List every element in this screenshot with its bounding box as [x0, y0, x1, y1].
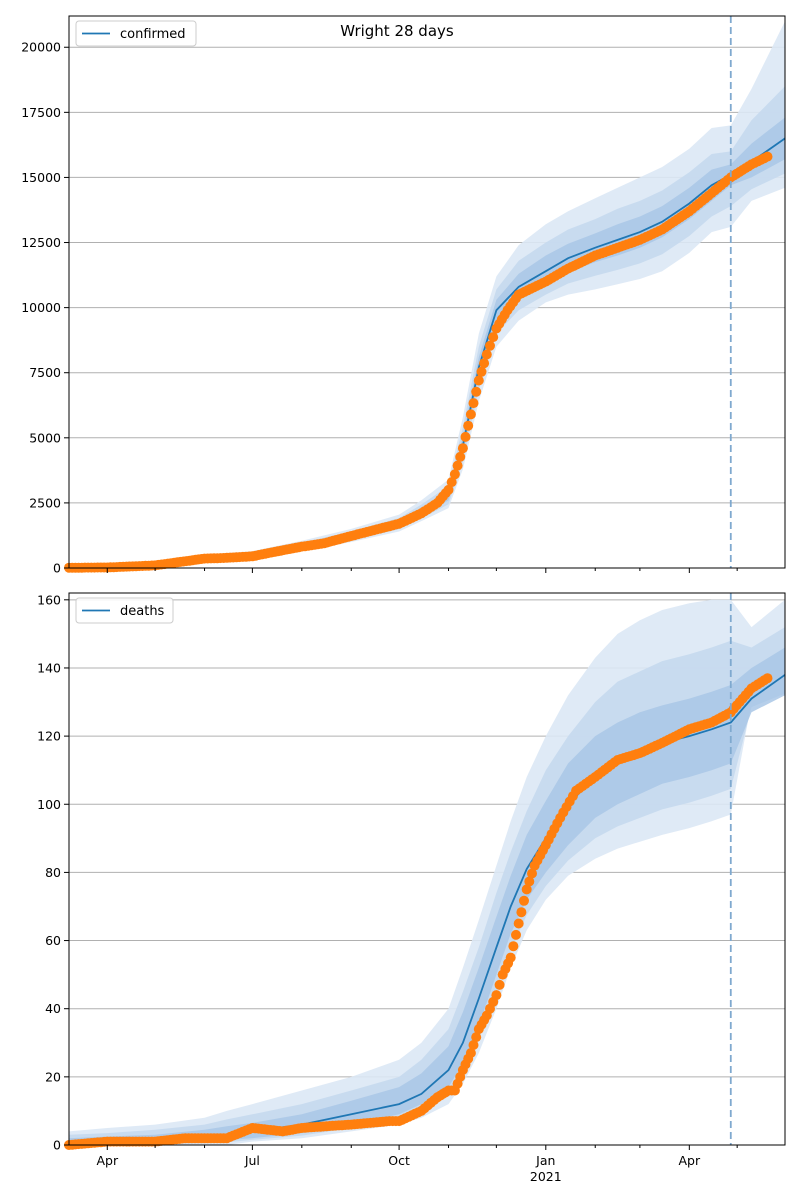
confirmed-observed-point-131	[471, 386, 482, 397]
confirmed-ytick-label-8: 20000	[21, 40, 61, 55]
deaths-band-inner	[69, 647, 785, 1145]
confirmed-ytick-label-0: 0	[53, 561, 61, 576]
confirmed-observed-point-123	[449, 469, 460, 480]
confirmed-ytick-label-6: 15000	[21, 170, 61, 185]
confirmed-axes-frame	[68, 15, 786, 569]
deaths-legend: deaths	[75, 597, 174, 624]
confirmed-observed-point-127	[460, 431, 471, 442]
deaths-ytick-label-5: 100	[37, 797, 61, 812]
deaths-observed-point-227	[762, 673, 773, 684]
confirmed-ytick-label-2: 5000	[29, 430, 61, 445]
deaths-observed-point-138	[491, 990, 502, 1001]
confirmed-observed-point-128	[463, 420, 474, 431]
confirmed-observed-point-124	[452, 460, 463, 471]
deaths-observed-point-129	[465, 1048, 476, 1058]
confirmed-observed-point-135	[481, 349, 492, 360]
deaths-legend-box	[75, 597, 174, 624]
confirmed-observed-point-136	[485, 340, 495, 351]
deaths-ytick-label-8: 160	[37, 592, 61, 607]
confirmed-gridlines	[69, 46, 785, 569]
deaths-observed-point-131	[471, 1032, 482, 1043]
deaths-y-axis: 0 20 40 60 80 100 120 140 160	[37, 592, 69, 1153]
deaths-xtick-label-2: Oct	[388, 1153, 410, 1168]
confirmed-bands	[69, 21, 785, 568]
confirmed-observed-point-122	[446, 477, 457, 488]
deaths-observed-point-130	[468, 1040, 479, 1050]
confirmed-ytick-label-1: 2500	[29, 495, 61, 510]
confirmed-observed-point-121	[443, 484, 454, 495]
confirmed-observed-point-132	[473, 375, 484, 386]
deaths-ytick-label-1: 20	[45, 1069, 61, 1084]
deaths-xtick-label-0: Apr	[96, 1153, 118, 1168]
deaths-xtick-label-3: Jan	[535, 1153, 555, 1168]
confirmed-ytick-label-7: 17500	[21, 105, 61, 120]
figure-title: Wright 28 days	[340, 22, 454, 40]
confirmed-observed-point-126	[457, 443, 468, 454]
confirmed-observed-point-133	[476, 366, 487, 377]
deaths-observed-point-148	[519, 895, 529, 906]
deaths-observed-point-143	[505, 952, 516, 963]
confirmed-observed-point-137	[488, 332, 499, 343]
confirmed-observed-point-134	[479, 358, 490, 369]
confirmed-observed-point-226	[762, 151, 773, 162]
confirmed-x-axis	[106, 568, 738, 573]
confirmed-axes-border	[68, 15, 786, 569]
deaths-observed-point-139	[494, 979, 505, 990]
deaths-ytick-label-4: 80	[45, 865, 61, 880]
confirmed-observed-points	[64, 151, 773, 573]
deaths-observed-point-147	[516, 907, 527, 918]
deaths-ytick-label-6: 120	[37, 729, 61, 744]
deaths-observed-point-145	[511, 929, 521, 940]
confirmed-legend-box	[75, 20, 197, 47]
deaths-legend-label: deaths	[120, 604, 165, 619]
confirmed-observed-point-129	[465, 409, 476, 420]
deaths-observed-points	[64, 673, 773, 1150]
confirmed-observed-point-130	[468, 398, 479, 409]
confirmed-chart: 0 2500 5000 7500 10000 12500 15000 17500 20000 c…	[21, 15, 786, 576]
confirmed-ytick-label-4: 10000	[21, 300, 61, 315]
deaths-observed-point-150	[524, 876, 535, 887]
deaths-xtick-year-label: 2021	[530, 1169, 562, 1184]
deaths-xtick-label-4: Apr	[679, 1153, 701, 1168]
confirmed-band-inner	[69, 117, 785, 568]
confirmed-observed-point-125	[455, 451, 466, 462]
deaths-ytick-label-0: 0	[53, 1138, 61, 1153]
deaths-observed-point-146	[513, 918, 524, 929]
deaths-ytick-label-7: 140	[37, 660, 61, 675]
deaths-observed-point-151	[527, 868, 537, 879]
deaths-axes-frame	[68, 592, 786, 1146]
deaths-xtick-label-1: Jul	[244, 1153, 260, 1168]
confirmed-ytick-label-3: 7500	[29, 365, 61, 380]
deaths-observed-point-149	[521, 884, 532, 895]
deaths-observed-point-144	[508, 941, 519, 952]
deaths-axes-border	[68, 592, 786, 1146]
confirmed-legend-label: confirmed	[120, 27, 186, 42]
confirmed-ytick-label-5: 12500	[21, 235, 61, 250]
confirmed-y-axis: 0 2500 5000 7500 10000 12500 15000 17500 20000	[21, 40, 69, 576]
confirmed-legend: confirmed	[75, 20, 197, 47]
deaths-ytick-label-3: 60	[45, 933, 61, 948]
confirmed-band-outer	[69, 21, 785, 568]
deaths-ytick-label-2: 40	[45, 1001, 61, 1016]
